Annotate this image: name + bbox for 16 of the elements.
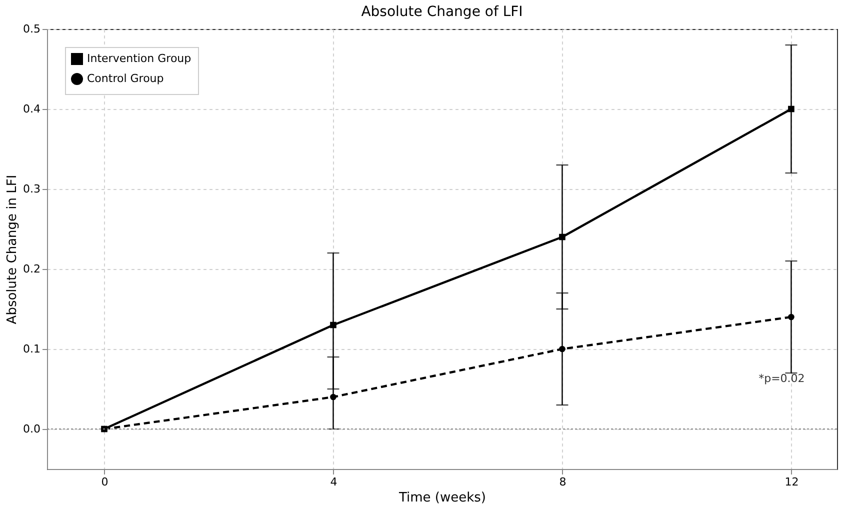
x-tick-label: 4 — [330, 476, 338, 488]
legend-label: Intervention Group — [87, 52, 192, 65]
legend-label: Control Group — [87, 72, 164, 85]
x-tick-label: 12 — [784, 476, 799, 488]
y-tick-label: 0.2 — [23, 262, 40, 276]
chart-title: Absolute Change of LFI — [361, 4, 523, 20]
y-tick-label: 0.1 — [23, 342, 40, 356]
x-axis-title: Time (weeks) — [398, 490, 486, 506]
x-tick-label: 8 — [559, 476, 566, 488]
y-tick-label: 0.4 — [23, 102, 40, 116]
x-tick-label: 0 — [101, 476, 108, 488]
y-tick-label: 0.3 — [23, 182, 40, 196]
annotation: *p=0.02 — [758, 372, 805, 385]
y-tick-label: 0.5 — [23, 22, 40, 36]
y-axis-title: Absolute Change in LFI — [5, 174, 20, 324]
y-tick-label: 0.0 — [23, 422, 40, 436]
